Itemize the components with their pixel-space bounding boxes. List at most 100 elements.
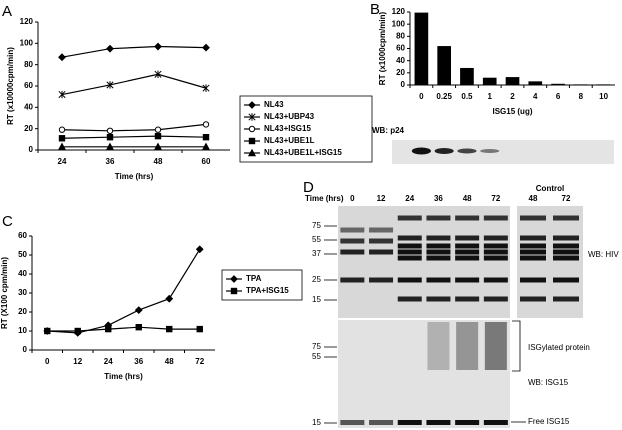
lane-label: 72 (562, 194, 571, 203)
blot-band (520, 277, 546, 283)
lane-label: 0 (350, 194, 355, 203)
lane-label: 48 (529, 194, 538, 203)
marker (105, 142, 115, 150)
marker (202, 134, 210, 141)
blot-band (553, 235, 579, 241)
blot-band (457, 148, 477, 154)
blot-band (397, 277, 422, 283)
marker (57, 142, 67, 150)
blot-band (455, 243, 480, 249)
y-tick-label: 60 (396, 44, 405, 53)
y-tick-label: 60 (24, 81, 33, 90)
marker (58, 126, 66, 133)
x-tick-label: 48 (165, 357, 174, 366)
bar (528, 81, 543, 85)
blot-band (426, 243, 451, 249)
marker (248, 101, 256, 109)
blot-label: ISGylated protein (528, 343, 590, 352)
blot-band (397, 243, 422, 249)
blot-smear (427, 322, 450, 370)
blot-band (369, 277, 394, 283)
blot-band (483, 296, 508, 302)
blot-label: WB: HIV (588, 250, 619, 259)
mw-marker: 75 (312, 221, 321, 230)
x-tick-label: 1 (487, 92, 492, 101)
panel-letter: D (303, 179, 314, 196)
blot-band (480, 149, 500, 153)
control-label: Control (536, 184, 564, 193)
y-tick-label: 100 (392, 19, 406, 28)
x-tick-label: 72 (195, 357, 204, 366)
blot-smear (484, 322, 507, 370)
panel-letter: A (2, 3, 12, 20)
blot-band (455, 277, 480, 283)
y-tick-label: 0 (29, 145, 34, 154)
blot-band (483, 420, 508, 425)
panel-letter: B (370, 1, 380, 18)
legend-label: NL43 (264, 100, 284, 109)
blot-band (426, 235, 451, 241)
x-tick-label: 24 (58, 157, 67, 166)
x-tick-label: 2 (510, 92, 515, 101)
marker (153, 142, 163, 150)
y-axis-label: RT (x1000cpm/min) (378, 11, 387, 85)
marker (44, 327, 51, 335)
legend-label: NL43+ISG15 (264, 124, 311, 133)
blot (338, 206, 510, 318)
blot-smear (456, 322, 479, 370)
blot-band (483, 215, 508, 221)
marker (195, 245, 204, 254)
x-axis-label: Time (hrs) (115, 172, 154, 181)
bar (574, 84, 588, 85)
marker (230, 287, 238, 295)
marker (248, 125, 256, 133)
lane-label: 36 (434, 194, 443, 203)
blot-band (483, 277, 508, 283)
marker (58, 135, 66, 142)
legend-label: NL43+UBE1L+ISG15 (264, 148, 342, 157)
marker (135, 324, 142, 331)
y-tick-label: 20 (24, 124, 33, 133)
marker (196, 325, 203, 333)
x-tick-label: 0 (419, 92, 424, 101)
panel-letter: C (2, 213, 13, 230)
y-axis-label: RT (x10000cpm/min) (6, 47, 15, 125)
x-tick-label: 60 (202, 157, 211, 166)
y-tick-label: 20 (18, 307, 27, 316)
blot-band (520, 296, 546, 302)
blot-band (340, 227, 365, 233)
y-tick-label: 100 (20, 38, 34, 47)
x-tick-label: 12 (73, 357, 82, 366)
series-line (61, 73, 207, 96)
mw-marker: 55 (312, 235, 321, 244)
blot-band (553, 277, 579, 283)
x-tick-label: 36 (134, 357, 143, 366)
blot-band (520, 235, 546, 241)
x-tick-label: 0.25 (436, 92, 452, 101)
y-tick-label: 40 (396, 56, 405, 65)
marker (106, 127, 114, 135)
x-tick-label: 0 (45, 357, 50, 366)
marker (58, 90, 66, 99)
bar (437, 46, 451, 85)
lane-label: 72 (491, 194, 500, 203)
x-tick-label: 6 (556, 92, 561, 101)
y-axis-label: RT (X100 cpm/min) (0, 257, 9, 329)
mw-marker: 15 (312, 295, 321, 304)
blot-band (369, 249, 394, 255)
x-tick-label: 24 (104, 357, 113, 366)
blot-band (553, 215, 579, 221)
blot-band (520, 215, 546, 221)
series-line (47, 326, 200, 332)
legend-label: TPA (246, 274, 262, 283)
blot-band (455, 420, 480, 425)
marker (202, 84, 210, 92)
legend-label: TPA+ISG15 (246, 286, 289, 295)
marker (105, 325, 112, 333)
blot-label: WB: ISG15 (528, 378, 569, 387)
time-label: Time (hrs) (305, 194, 344, 203)
x-tick-label: 4 (533, 92, 538, 101)
marker (106, 44, 114, 53)
marker (165, 294, 174, 303)
blot-band (397, 255, 422, 261)
